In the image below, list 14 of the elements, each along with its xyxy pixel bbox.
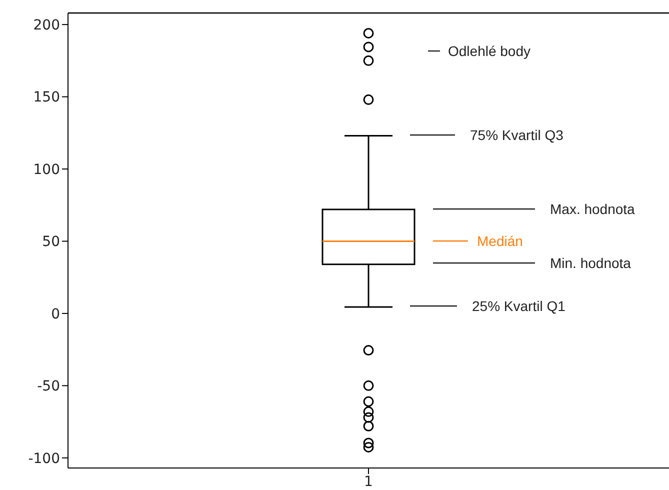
annotation: Min. hodnota — [550, 254, 632, 271]
annotation: 75% Kvartil Q3 — [470, 126, 564, 143]
y-tick-label: 200 — [33, 18, 60, 34]
annotation: Odlehlé body — [448, 42, 531, 59]
y-tick-label: 100 — [33, 162, 60, 178]
y-tick-label: 0 — [51, 306, 60, 322]
y-tick-label: -100 — [28, 450, 60, 467]
annotation: 25% Kvartil Q1 — [472, 298, 566, 314]
y-tick-label: 150 — [33, 90, 60, 106]
annotation: Max. hodnota — [550, 200, 636, 217]
annotation: Medián — [477, 232, 523, 249]
y-tick-label: -50 — [37, 378, 60, 395]
x-tick-label: 1 — [364, 474, 373, 490]
y-tick-label: 50 — [42, 234, 60, 250]
